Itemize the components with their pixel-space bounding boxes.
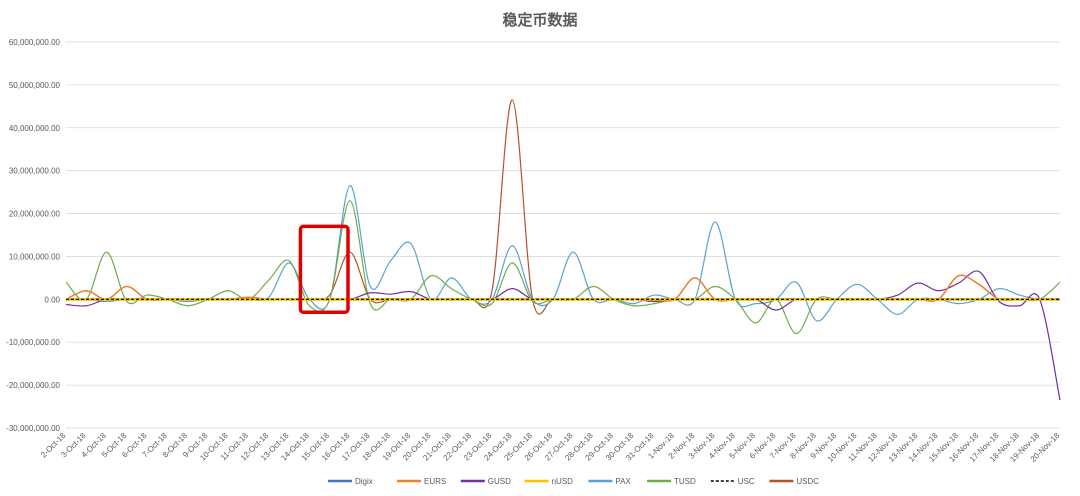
legend-label-eurs: EURS — [424, 477, 446, 486]
legend-label-pax: PAX — [615, 477, 631, 486]
y-tick-label: -30,000,000.00 — [6, 424, 60, 433]
y-tick-label: -10,000,000.00 — [6, 338, 60, 347]
y-tick-label: 40,000,000.00 — [9, 124, 61, 133]
series-line-usdc — [66, 99, 1060, 315]
annotation-layer — [298, 224, 350, 314]
series-layer — [65, 99, 1061, 401]
legend-label-gusd: GUSD — [488, 477, 511, 486]
chart-title: 稳定币数据 — [502, 11, 578, 29]
y-tick-label: 10,000,000.00 — [9, 252, 61, 261]
series-line-tusd — [65, 200, 1061, 335]
series-line-pax — [65, 185, 1061, 322]
series-line-gusd — [65, 270, 1061, 401]
y-tick-label: 20,000,000.00 — [9, 210, 61, 219]
legend-label-usdc: USDC — [796, 477, 819, 486]
highlight-box — [298, 224, 350, 314]
legend: Digix EURS GUSD nUSD PAX TUSD USC USDC — [328, 477, 819, 486]
legend-label-usc: USC — [738, 477, 755, 486]
x-axis-ticks: 2-Oct-183-Oct-184-Oct-185-Oct-186-Oct-18… — [39, 431, 1062, 464]
y-tick-label: 50,000,000.00 — [9, 81, 61, 90]
series-line-eurs — [65, 274, 1060, 302]
legend-label-nusd: nUSD — [552, 477, 574, 486]
y-tick-label: 0.00 — [44, 295, 60, 304]
legend-label-tusd: TUSD — [674, 477, 696, 486]
y-tick-label: 60,000,000.00 — [9, 38, 61, 47]
legend-label-digix: Digix — [355, 477, 373, 486]
y-tick-label: 30,000,000.00 — [9, 167, 61, 176]
grid-layer — [66, 41, 1060, 429]
y-axis-ticks: 60,000,000.00 50,000,000.00 40,000,000.00 3… — [6, 38, 60, 433]
y-tick-label: -20,000,000.00 — [6, 381, 60, 390]
